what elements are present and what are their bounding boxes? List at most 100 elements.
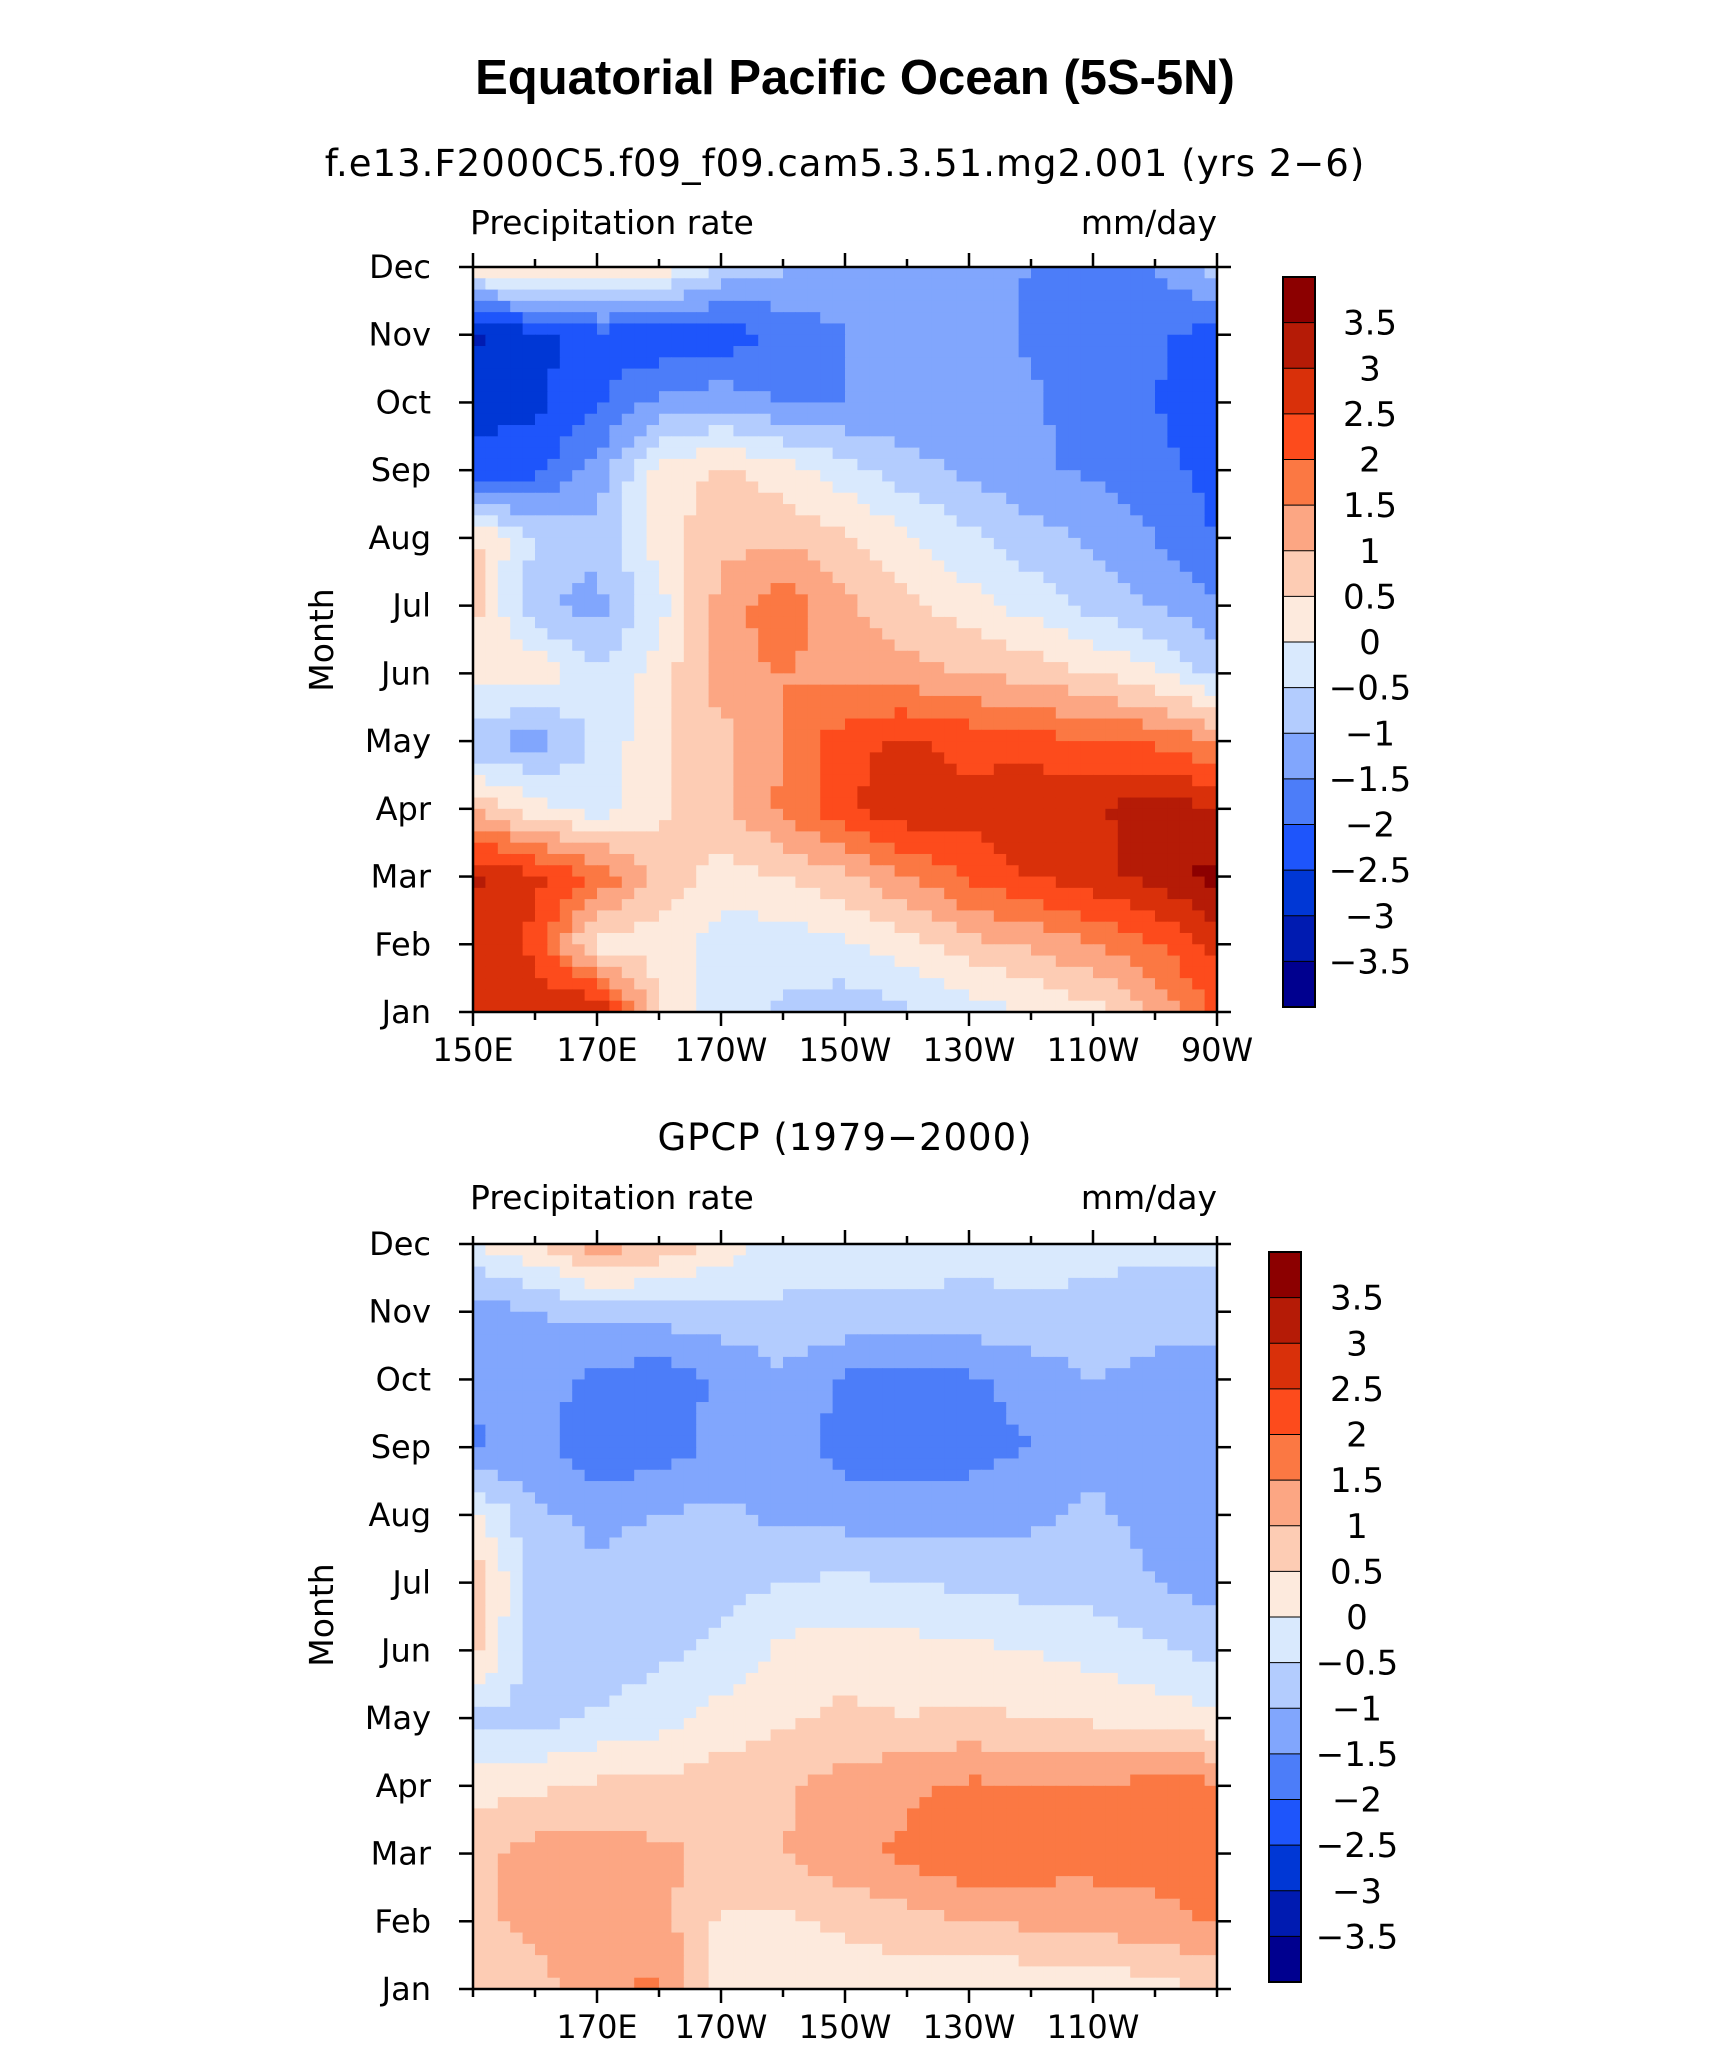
heatmap-cell	[683, 921, 697, 934]
heatmap-cell	[1130, 774, 1144, 787]
heatmap-cell	[931, 583, 945, 595]
heatmap-cell	[1068, 594, 1082, 607]
heatmap-cell	[894, 425, 908, 437]
heatmap-cell	[1043, 662, 1057, 674]
heatmap-cell	[758, 820, 772, 832]
heatmap-cell	[993, 323, 1007, 336]
heatmap-cell	[1031, 1255, 1044, 1268]
heatmap-cell	[894, 492, 908, 505]
heatmap-cell	[745, 989, 759, 1002]
heatmap-cell	[1043, 944, 1057, 957]
heatmap-cell	[522, 662, 536, 674]
heatmap-cell	[1031, 1311, 1044, 1324]
heatmap-cell	[1018, 402, 1032, 415]
heatmap-cell	[572, 774, 586, 787]
heatmap-cell	[1117, 1300, 1131, 1313]
heatmap-cell	[969, 820, 982, 832]
heatmap-cell	[1179, 1000, 1193, 1013]
heatmap-cell	[584, 876, 598, 889]
heatmap-cell	[869, 300, 883, 313]
heatmap-cell	[1192, 741, 1206, 753]
heatmap-cell	[820, 300, 834, 313]
heatmap-cell	[845, 729, 858, 742]
heatmap-cell	[584, 944, 598, 957]
heatmap-cell	[646, 1390, 660, 1403]
heatmap-cell	[1204, 492, 1218, 505]
heatmap-cell	[485, 820, 499, 832]
heatmap-cell	[485, 504, 499, 516]
heatmap-cell	[733, 978, 747, 991]
heatmap-cell	[646, 379, 660, 392]
heatmap-cell	[1068, 921, 1082, 934]
heatmap-cell	[584, 752, 598, 765]
heatmap-cell	[497, 357, 511, 370]
heatmap-cell	[597, 718, 610, 731]
heatmap-cell	[510, 831, 524, 844]
heatmap-cell	[981, 492, 995, 505]
heatmap-cell	[609, 402, 623, 415]
heatmap-cell	[696, 932, 710, 945]
heatmap-cell	[535, 470, 548, 483]
heatmap-cell	[1167, 323, 1181, 336]
heatmap-cell	[820, 910, 834, 923]
heatmap-cell	[919, 1244, 933, 1256]
heatmap-cell	[807, 1356, 821, 1369]
heatmap-cell	[1179, 346, 1193, 358]
heatmap-cell	[894, 458, 908, 471]
heatmap-cell	[745, 1300, 759, 1313]
heatmap-cell	[969, 334, 982, 347]
heatmap-cell	[869, 616, 883, 629]
heatmap-cell	[1093, 312, 1106, 325]
heatmap-cell	[845, 1345, 858, 1358]
heatmap-cell	[1105, 470, 1119, 483]
heatmap-cell	[1117, 267, 1131, 279]
heatmap-cell	[1204, 312, 1218, 325]
heatmap-cell	[497, 289, 511, 302]
heatmap-cell	[659, 458, 672, 471]
heatmap-cell	[857, 334, 871, 347]
heatmap-cell	[535, 1334, 548, 1347]
heatmap-cell	[770, 910, 784, 923]
heatmap-cell	[584, 989, 598, 1002]
heatmap-cell	[584, 853, 598, 866]
heatmap-cell	[485, 944, 499, 957]
heatmap-cell	[584, 842, 598, 855]
heatmap-cell	[1055, 650, 1069, 663]
heatmap-cell	[894, 797, 908, 810]
heatmap-cell	[981, 1244, 995, 1256]
heatmap-cell	[621, 899, 635, 912]
heatmap-cell	[1055, 865, 1069, 878]
heatmap-cell	[857, 639, 871, 652]
heatmap-cell	[1031, 583, 1044, 595]
heatmap-cell	[1043, 402, 1057, 415]
heatmap-cell	[609, 628, 623, 641]
heatmap-cell	[547, 504, 561, 516]
heatmap-cell	[510, 718, 524, 731]
heatmap-cell	[708, 470, 722, 483]
heatmap-cell	[894, 391, 908, 404]
heatmap-cell	[733, 425, 747, 437]
heatmap-cell	[1080, 289, 1094, 302]
heatmap-cell	[969, 267, 982, 279]
heatmap-cell	[1117, 549, 1131, 562]
heatmap-cell	[497, 899, 511, 912]
panel-model-right-label: mm/day	[1081, 203, 1217, 242]
heatmap-cell	[1068, 1266, 1082, 1279]
heatmap-cell	[485, 289, 499, 302]
heatmap-cell	[745, 729, 759, 742]
heatmap-cell	[485, 300, 499, 313]
heatmap-cell	[783, 1244, 796, 1256]
heatmap-cell	[1192, 966, 1206, 979]
heatmap-cell	[907, 594, 920, 607]
heatmap-cell	[1006, 718, 1020, 731]
heatmap-cell	[1204, 808, 1218, 821]
heatmap-cell	[473, 470, 486, 483]
heatmap-cell	[783, 447, 796, 460]
heatmap-cell	[535, 594, 548, 607]
heatmap-cell	[1006, 650, 1020, 663]
heatmap-cell	[671, 1266, 685, 1279]
heatmap-cell	[931, 492, 945, 505]
heatmap-cell	[1018, 978, 1032, 991]
heatmap-cell	[1006, 537, 1020, 550]
heatmap-cell	[869, 1379, 883, 1392]
